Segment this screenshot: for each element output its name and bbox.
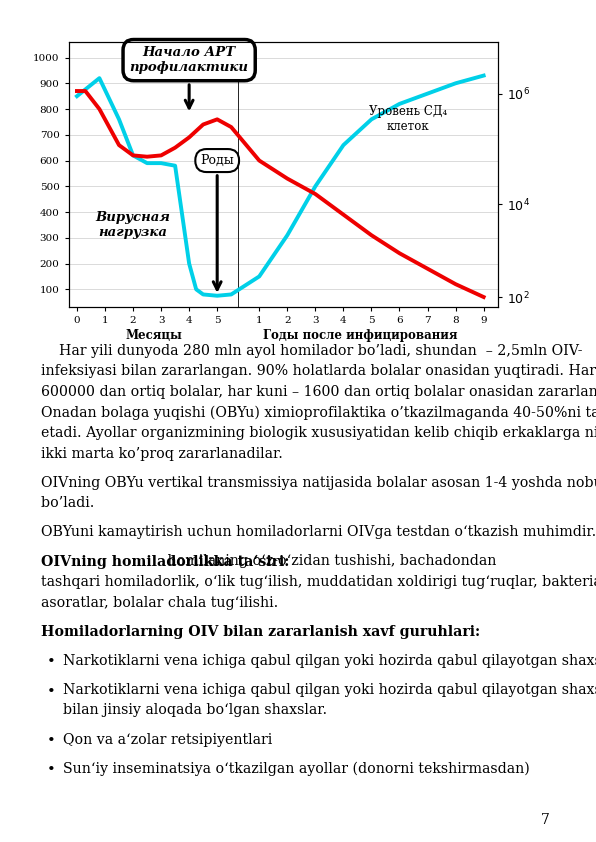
Text: homilaning o‘z-o‘zidan tushishi, bachadondan: homilaning o‘z-o‘zidan tushishi, bachado… bbox=[163, 555, 497, 568]
Text: •: • bbox=[46, 734, 55, 749]
Text: bo’ladi.: bo’ladi. bbox=[41, 497, 98, 510]
Text: ikki marta ko’proq zararlanadilar.: ikki marta ko’proq zararlanadilar. bbox=[41, 446, 287, 461]
Text: Har yili dunyoda 280 mln ayol homilador bo’ladi, shundan  – 2,5mln OIV-: Har yili dunyoda 280 mln ayol homilador … bbox=[41, 344, 582, 358]
Text: asoratlar, bolalar chala tug‘ilishi.: asoratlar, bolalar chala tug‘ilishi. bbox=[41, 596, 283, 610]
Text: Вирусная
нагрузка: Вирусная нагрузка bbox=[95, 211, 170, 239]
Text: •: • bbox=[46, 685, 55, 699]
Text: infeksiyasi bilan zararlangan. 90% holatlarda bolalar onasidan yuqtiradi. Har yi: infeksiyasi bilan zararlangan. 90% holat… bbox=[41, 364, 596, 378]
Text: OIVning OBYu vertikal transmissiya natijasida bolalar asosan 1-4 yoshda nobud: OIVning OBYu vertikal transmissiya natij… bbox=[41, 476, 596, 490]
Text: •: • bbox=[46, 656, 55, 669]
Text: bilan jinsiy aloqada bo‘lgan shaxslar.: bilan jinsiy aloqada bo‘lgan shaxslar. bbox=[63, 704, 327, 717]
Text: Sun‘iy inseminatsiya o‘tkazilgan ayollar (donorni tekshirmasdan): Sun‘iy inseminatsiya o‘tkazilgan ayollar… bbox=[63, 762, 530, 776]
Text: •: • bbox=[46, 764, 55, 777]
Text: Роды: Роды bbox=[200, 154, 234, 290]
Text: Уровень СД₄
клеток: Уровень СД₄ клеток bbox=[369, 105, 447, 133]
Text: Narkotiklarni vena ichiga qabul qilgan yoki hozirda qabul qilayotgan shaxslarlar: Narkotiklarni vena ichiga qabul qilgan y… bbox=[63, 683, 596, 697]
Text: Начало АРТ
профилактики: Начало АРТ профилактики bbox=[130, 46, 249, 108]
Text: Месяцы: Месяцы bbox=[126, 329, 183, 343]
Text: Годы после инфицирования: Годы после инфицирования bbox=[263, 329, 458, 343]
Text: OBYuni kamaytirish uchun homiladorlarni OIVga testdan o‘tkazish muhimdir.: OBYuni kamaytirish uchun homiladorlarni … bbox=[41, 525, 596, 540]
Text: Homiladorlarning OIV bilan zararlanish xavf guruhlari:: Homiladorlarning OIV bilan zararlanish x… bbox=[41, 625, 480, 639]
Text: OIVning homiladorlikka ta‘siri:: OIVning homiladorlikka ta‘siri: bbox=[41, 555, 289, 568]
Text: 600000 dan ortiq bolalar, har kuni – 1600 dan ortiq bolalar onasidan zararlanadi: 600000 dan ortiq bolalar, har kuni – 160… bbox=[41, 385, 596, 399]
Text: Qon va a‘zolar retsipiyentlari: Qon va a‘zolar retsipiyentlari bbox=[63, 733, 272, 747]
Text: etadi. Ayollar organizmining biologik xususiyatidan kelib chiqib erkaklarga nisb: etadi. Ayollar organizmining biologik xu… bbox=[41, 426, 596, 440]
Text: 7: 7 bbox=[541, 813, 550, 827]
Text: tashqari homiladorlik, o‘lik tug‘ilish, muddatidan xoldirigi tug‘ruqlar, bakteri: tashqari homiladorlik, o‘lik tug‘ilish, … bbox=[41, 575, 596, 589]
Text: Narkotiklarni vena ichiga qabul qilgan yoki hozirda qabul qilayotgan shaxslar.: Narkotiklarni vena ichiga qabul qilgan y… bbox=[63, 654, 596, 668]
Text: Onadan bolaga yuqishi (OBYu) ximioprofilaktika o’tkazilmaganda 40-50%ni tashkil: Onadan bolaga yuqishi (OBYu) ximioprofil… bbox=[41, 405, 596, 420]
